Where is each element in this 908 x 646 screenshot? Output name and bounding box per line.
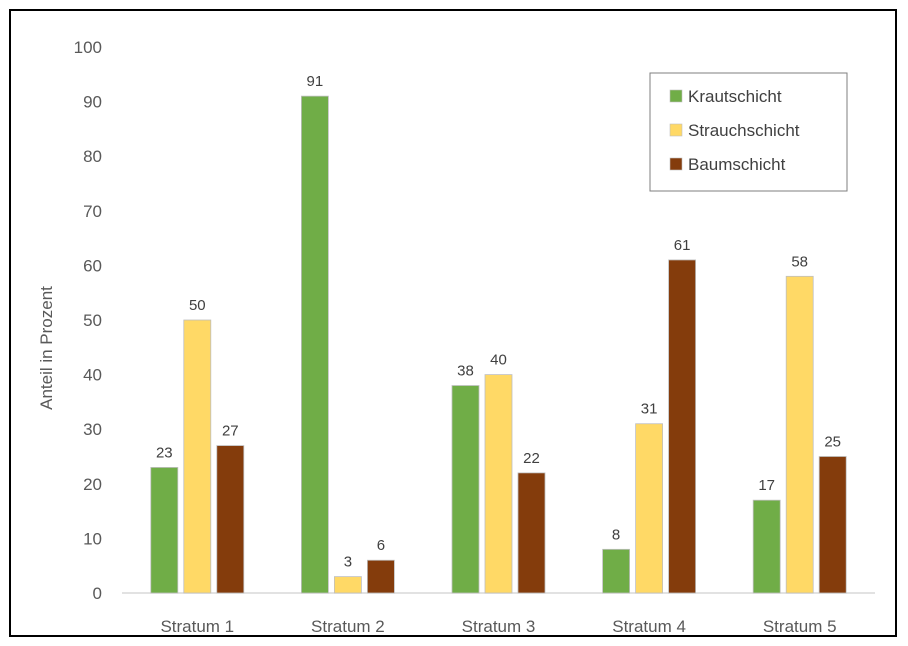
y-tick-label: 10 bbox=[83, 529, 102, 548]
x-tick-label: Stratum 4 bbox=[612, 617, 686, 636]
bar-krautschicht-1 bbox=[150, 467, 179, 594]
legend-swatch bbox=[669, 157, 683, 171]
legend-swatch bbox=[669, 123, 683, 137]
bar-baumschicht-4 bbox=[668, 259, 696, 594]
data-label: 3 bbox=[344, 554, 352, 571]
data-label: 40 bbox=[490, 352, 507, 369]
bars bbox=[150, 95, 847, 594]
y-tick-label: 60 bbox=[83, 256, 102, 275]
legend-swatch bbox=[669, 89, 683, 103]
data-label: 27 bbox=[222, 423, 239, 440]
data-label: 8 bbox=[612, 526, 620, 543]
x-tick-label: Stratum 1 bbox=[160, 617, 234, 636]
data-label: 50 bbox=[189, 297, 206, 314]
data-label: 91 bbox=[307, 73, 324, 90]
legend: Krautschicht Strauchschicht Baumschicht bbox=[649, 72, 848, 192]
data-label: 17 bbox=[758, 477, 775, 494]
bar-strauchschicht-1 bbox=[183, 319, 212, 594]
x-axis-ticks: Stratum 1 Stratum 2 Stratum 3 Stratum 4 Stra… bbox=[160, 617, 836, 636]
y-axis-title: Anteil in Prozent bbox=[37, 286, 56, 410]
y-tick-label: 90 bbox=[83, 93, 102, 112]
y-tick-label: 20 bbox=[83, 475, 102, 494]
y-tick-label: 0 bbox=[93, 584, 102, 603]
bar-strauchschicht-4 bbox=[635, 423, 663, 594]
legend-box bbox=[649, 72, 848, 192]
data-label: 23 bbox=[156, 444, 173, 461]
data-label: 6 bbox=[377, 537, 385, 554]
data-label: 22 bbox=[523, 450, 540, 467]
x-tick-label: Stratum 5 bbox=[763, 617, 837, 636]
y-tick-label: 50 bbox=[83, 311, 102, 330]
bar-krautschicht-3 bbox=[451, 385, 480, 594]
x-tick-label: Stratum 3 bbox=[462, 617, 536, 636]
data-label: 31 bbox=[641, 401, 658, 418]
x-tick-label: Stratum 2 bbox=[311, 617, 385, 636]
bar-krautschicht-2 bbox=[300, 95, 329, 594]
bar-baumschicht-5 bbox=[818, 456, 847, 594]
bar-strauchschicht-2 bbox=[333, 576, 362, 594]
data-label: 25 bbox=[824, 434, 841, 451]
bar-krautschicht-4 bbox=[602, 548, 630, 594]
legend-label: Strauchschicht bbox=[688, 121, 800, 140]
bar-krautschicht-5 bbox=[752, 499, 781, 594]
data-label: 38 bbox=[457, 363, 474, 380]
bar-strauchschicht-3 bbox=[484, 374, 513, 594]
y-tick-label: 70 bbox=[83, 202, 102, 221]
y-tick-label: 40 bbox=[83, 366, 102, 385]
legend-label: Krautschicht bbox=[688, 87, 782, 106]
y-tick-label: 30 bbox=[83, 420, 102, 439]
bar-strauchschicht-5 bbox=[785, 275, 814, 594]
y-tick-label: 80 bbox=[83, 147, 102, 166]
bar-baumschicht-3 bbox=[517, 472, 546, 594]
y-axis-ticks: 0 10 20 30 40 50 60 70 80 90 100 bbox=[74, 38, 102, 603]
legend-label: Baumschicht bbox=[688, 155, 786, 174]
data-label: 58 bbox=[791, 253, 808, 270]
data-label: 61 bbox=[674, 237, 691, 254]
y-tick-label: 100 bbox=[74, 38, 102, 57]
bar-baumschicht-1 bbox=[216, 445, 245, 594]
bar-baumschicht-2 bbox=[366, 559, 395, 594]
